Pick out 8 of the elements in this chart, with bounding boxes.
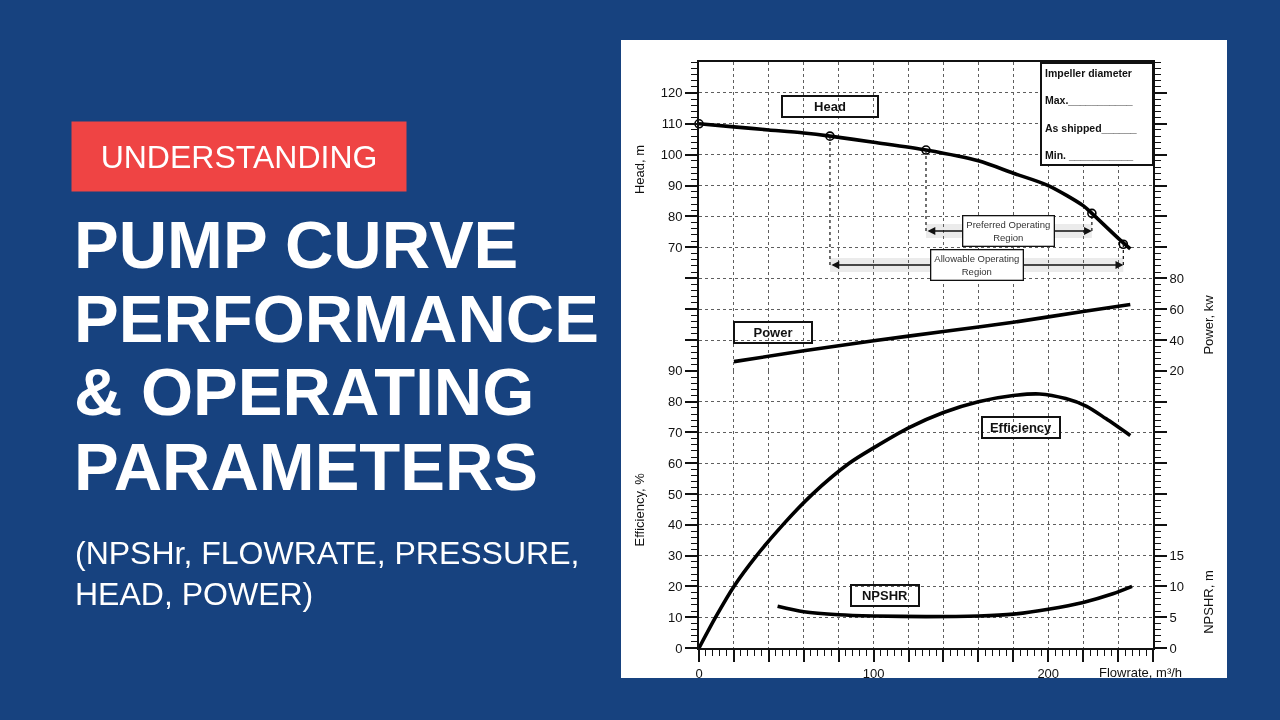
y2-tick-label: 5 xyxy=(1169,609,1177,625)
y-tick-label: 0 xyxy=(675,640,683,656)
x-tick-label: 0 xyxy=(695,665,703,681)
x-tick-label: 200 xyxy=(1037,665,1060,681)
y-tick-label: 10 xyxy=(667,609,683,625)
x-axis-title: Flowrate, m³/h xyxy=(1099,665,1183,680)
x-tick-label: 100 xyxy=(862,665,885,681)
y2-tick-label: 0 xyxy=(1169,640,1177,656)
